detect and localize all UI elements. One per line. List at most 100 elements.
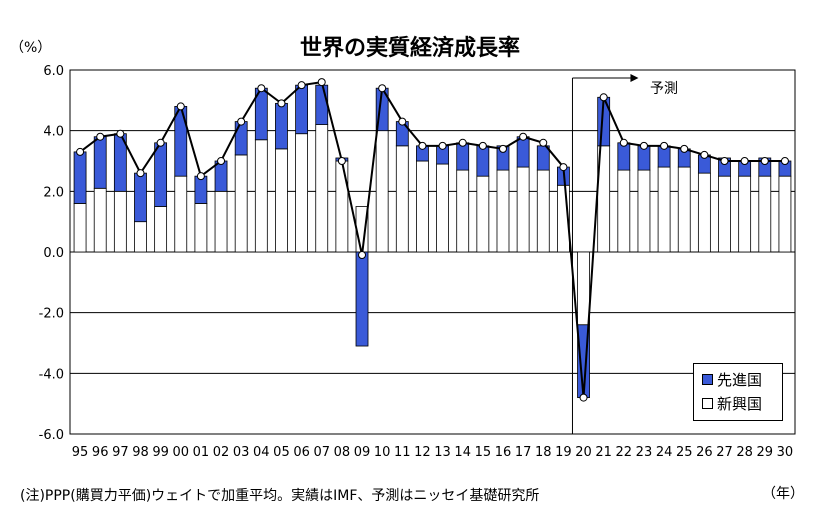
x-tick-label: 01	[193, 445, 210, 460]
x-tick-label: 11	[394, 445, 411, 460]
bar-emerging	[174, 175, 188, 253]
legend-label-advanced: 先進国	[717, 371, 763, 389]
point-world	[740, 157, 749, 165]
bar-emerging	[496, 169, 510, 253]
point-world	[519, 132, 528, 141]
bar-emerging	[214, 190, 228, 253]
x-axis-unit: （年）	[762, 486, 804, 502]
x-tick-label: 06	[293, 445, 310, 460]
point-world	[277, 99, 286, 108]
bar-emerging	[718, 175, 731, 253]
x-tick-label: 03	[233, 445, 250, 460]
bar-advanced	[275, 102, 288, 150]
x-tick-label: 29	[757, 445, 774, 460]
x-tick-label: 26	[696, 445, 713, 460]
bar-emerging	[234, 154, 248, 253]
point-world	[96, 132, 105, 141]
bar-emerging	[194, 203, 208, 253]
forecast-arrow-head	[630, 74, 639, 82]
bar-emerging	[154, 206, 168, 253]
x-tick-label: 96	[92, 445, 109, 460]
point-world	[660, 141, 669, 150]
point-world	[156, 138, 165, 147]
legend-swatch-emerging	[702, 397, 713, 409]
chart-title: 世界の実質経済成長率	[299, 36, 520, 61]
bar-emerging	[456, 169, 470, 253]
x-tick-label: 17	[515, 445, 532, 460]
bar-advanced	[476, 145, 490, 177]
legend-item-emerging: 新興国	[702, 394, 762, 414]
bar-emerging	[738, 175, 752, 253]
x-tick-label: 99	[152, 445, 169, 460]
point-world	[398, 117, 407, 126]
y-tick-label: -6.0	[39, 428, 64, 443]
point-world	[317, 78, 326, 87]
point-world	[680, 144, 689, 153]
bar-advanced	[93, 136, 107, 189]
x-tick-label: 19	[555, 445, 572, 460]
point-world	[237, 117, 246, 126]
x-tick-label: 95	[72, 445, 89, 460]
x-tick-label: 22	[616, 445, 633, 460]
x-tick-label: 25	[676, 445, 693, 460]
bar-emerging	[617, 169, 631, 253]
bar-emerging	[677, 166, 691, 253]
point-world	[116, 129, 125, 138]
y-tick-label: 2.0	[43, 185, 64, 200]
x-tick-label: 08	[334, 445, 351, 460]
bar-advanced	[536, 145, 550, 171]
y-tick-label: -4.0	[39, 367, 64, 382]
y-tick-label: -2.0	[39, 307, 64, 322]
bar-emerging	[516, 166, 530, 253]
bar-advanced	[315, 84, 329, 125]
bar-emerging	[536, 169, 550, 253]
x-tick-label: 07	[313, 445, 330, 460]
legend-swatch-advanced	[702, 373, 713, 385]
bar-emerging	[275, 148, 288, 253]
bar-emerging	[657, 166, 671, 253]
bar-advanced	[214, 160, 228, 192]
bar-emerging	[113, 190, 127, 253]
point-world	[539, 138, 548, 147]
point-world	[700, 150, 709, 159]
point-world	[599, 93, 608, 102]
bar-advanced	[174, 106, 188, 177]
x-tick-label: 24	[656, 445, 673, 460]
bar-emerging	[73, 203, 87, 253]
bar-advanced	[355, 251, 369, 347]
x-tick-label: 97	[112, 445, 129, 460]
bar-advanced	[617, 142, 631, 171]
point-world	[297, 81, 306, 90]
x-tick-label: 30	[777, 445, 794, 460]
legend-label-emerging: 新興国	[717, 395, 763, 413]
bar-emerging	[758, 175, 772, 253]
point-world	[559, 163, 568, 172]
bar-advanced	[456, 142, 470, 171]
x-tick-label: 02	[213, 445, 230, 460]
point-world	[639, 141, 648, 150]
bar-emerging	[577, 251, 590, 326]
x-tick-label: 28	[736, 445, 753, 460]
x-tick-label: 16	[495, 445, 512, 460]
footnote: (注)PPP(購買力平価)ウェイトで加重平均。実績はIMF、予測はニッセイ基礎研…	[20, 488, 540, 504]
y-tick-label: 6.0	[43, 64, 64, 79]
bar-advanced	[516, 136, 530, 168]
y-axis-unit: （%）	[10, 40, 52, 56]
x-tick-label: 23	[636, 445, 653, 460]
x-tick-label: 98	[132, 445, 149, 460]
point-world	[196, 172, 205, 181]
bar-advanced	[194, 175, 208, 204]
bar-emerging	[134, 221, 147, 253]
point-world	[378, 84, 387, 93]
point-world	[257, 84, 266, 93]
x-tick-label: 14	[454, 445, 471, 460]
point-world	[418, 141, 427, 150]
x-tick-label: 13	[434, 445, 451, 460]
bar-advanced	[234, 121, 248, 156]
bar-advanced	[295, 84, 308, 135]
bar-emerging	[395, 145, 409, 253]
bar-emerging	[375, 130, 389, 253]
bar-emerging	[476, 175, 490, 253]
x-tick-label: 00	[172, 445, 189, 460]
